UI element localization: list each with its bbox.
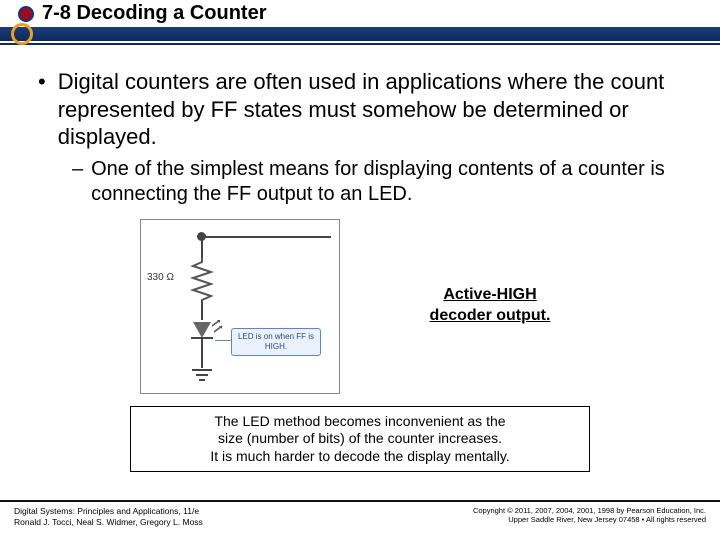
note-line1: The LED method becomes inconvenient as t… bbox=[214, 413, 505, 429]
note-line2: size (number of bits) of the counter inc… bbox=[218, 430, 502, 446]
caption-line2: decoder output. bbox=[430, 307, 551, 324]
node-dot bbox=[197, 232, 206, 241]
main-bullet-text: Digital counters are often used in appli… bbox=[58, 68, 682, 151]
sub-bullet: – One of the simplest means for displayi… bbox=[38, 157, 682, 207]
wire-mid bbox=[201, 302, 203, 320]
slide-content: • Digital counters are often used in app… bbox=[0, 50, 720, 472]
blue-bar-underline bbox=[0, 43, 720, 45]
footer-left: Digital Systems: Principles and Applicat… bbox=[14, 506, 203, 527]
wire-top bbox=[201, 236, 331, 238]
figure-row: 330 Ω LED is on when bbox=[38, 219, 682, 394]
title-row: 7-8 Decoding a Counter bbox=[0, 0, 720, 25]
resistor-icon bbox=[189, 258, 215, 302]
resistor-label: 330 Ω bbox=[147, 272, 174, 283]
caption-line1: Active-HIGH bbox=[443, 286, 536, 303]
sub-bullet-marker: – bbox=[72, 157, 83, 207]
led-note-connector bbox=[215, 340, 231, 341]
footer-copyright: Copyright © 2011, 2007, 2004, 2001, 1998… bbox=[473, 506, 706, 515]
header-bar bbox=[0, 27, 720, 45]
slide-footer: Digital Systems: Principles and Applicat… bbox=[0, 500, 720, 540]
ground-icon bbox=[190, 368, 214, 384]
slide-header: 7-8 Decoding a Counter bbox=[0, 0, 720, 50]
led-icon bbox=[188, 320, 224, 350]
slide-title: 7-8 Decoding a Counter bbox=[42, 2, 266, 25]
footer-authors: Ronald J. Tocci, Neal S. Widmer, Gregory… bbox=[14, 517, 203, 527]
footer-address: Upper Saddle River, New Jersey 07458 • A… bbox=[508, 515, 706, 524]
footer-inner: Digital Systems: Principles and Applicat… bbox=[0, 502, 720, 527]
wire-bottom bbox=[201, 338, 203, 368]
footer-book-title: Digital Systems: Principles and Applicat… bbox=[14, 506, 199, 516]
figure-caption: Active-HIGH decoder output. bbox=[400, 285, 580, 327]
blue-bar bbox=[0, 27, 720, 41]
sub-bullet-text: One of the simplest means for displaying… bbox=[91, 157, 682, 207]
note-line3: It is much harder to decode the display … bbox=[210, 448, 509, 464]
main-bullet: • Digital counters are often used in app… bbox=[38, 68, 682, 151]
circuit-diagram: 330 Ω LED is on when bbox=[140, 219, 340, 394]
note-box: The LED method becomes inconvenient as t… bbox=[130, 406, 590, 473]
bullet-marker: • bbox=[38, 68, 46, 151]
orange-ring-icon bbox=[11, 23, 33, 45]
footer-right: Copyright © 2011, 2007, 2004, 2001, 1998… bbox=[473, 506, 706, 525]
bullet-circle-icon bbox=[18, 6, 34, 22]
led-note-box: LED is on when FF is HIGH. bbox=[231, 328, 321, 356]
